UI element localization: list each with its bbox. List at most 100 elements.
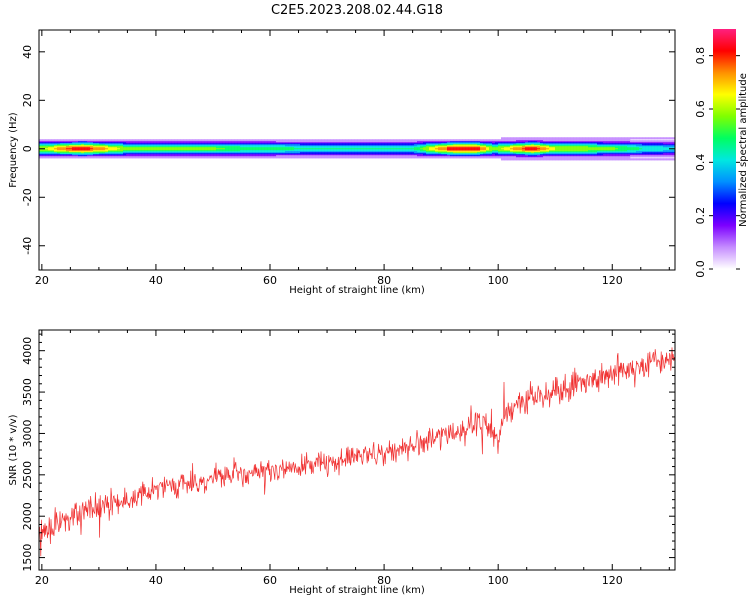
heatmap-cell <box>219 149 223 151</box>
heatmap-cell <box>138 146 142 148</box>
heatmap-cell <box>345 151 349 153</box>
heatmap-cell <box>606 143 610 145</box>
heatmap-cell <box>81 146 85 148</box>
heatmap-cell <box>408 141 412 143</box>
heatmap-cell <box>612 146 616 148</box>
heatmap-cell <box>387 151 391 153</box>
heatmap-cell <box>513 154 517 156</box>
heatmap-cell <box>171 146 175 148</box>
heatmap-cell <box>375 151 379 153</box>
heatmap-cell <box>321 146 325 148</box>
heatmap-cell <box>519 155 523 157</box>
heatmap-cell <box>519 142 523 144</box>
heatmap-cell <box>183 154 187 156</box>
heatmap-cell <box>483 153 487 155</box>
heatmap-cell <box>468 151 472 153</box>
heatmap-cell <box>312 140 316 142</box>
heatmap-cell <box>387 155 391 157</box>
heatmap-cell <box>657 151 661 153</box>
heatmap-cell <box>60 146 64 148</box>
heatmap-cell <box>405 157 409 159</box>
heatmap-cell <box>348 140 352 142</box>
heatmap-cell <box>573 139 577 141</box>
heatmap-cell <box>300 148 304 150</box>
heatmap-cell <box>420 141 424 143</box>
heatmap-cell <box>78 140 82 142</box>
heatmap-cell <box>300 144 304 146</box>
heatmap-cell <box>297 150 301 152</box>
heatmap-cell <box>600 153 604 155</box>
heatmap-cell <box>66 151 70 153</box>
heatmap-cell <box>384 147 388 149</box>
heatmap-cell <box>186 149 190 151</box>
heatmap-cell <box>480 155 484 157</box>
heatmap-cell <box>666 152 670 154</box>
heatmap-cell <box>480 140 484 142</box>
heatmap-cell <box>642 143 646 145</box>
heatmap-cell <box>339 143 343 145</box>
heatmap-cell <box>495 146 499 148</box>
heatmap-cell <box>387 150 391 152</box>
heatmap-cell <box>327 140 331 142</box>
heatmap-cell <box>570 149 574 151</box>
heatmap-cell <box>171 154 175 156</box>
heatmap-cell <box>633 153 637 155</box>
heatmap-cell <box>117 153 121 155</box>
heatmap-cell <box>270 146 274 148</box>
heatmap-cell <box>381 153 385 155</box>
heatmap-cell <box>402 154 406 156</box>
heatmap-cell <box>90 157 94 159</box>
heatmap-cell <box>396 141 400 143</box>
heatmap-cell <box>384 145 388 147</box>
heatmap-cell <box>336 151 340 153</box>
heatmap-cell <box>279 148 283 150</box>
heatmap-cell <box>129 148 133 150</box>
heatmap-cell <box>474 150 478 152</box>
heatmap-cell <box>462 145 466 147</box>
heatmap-cell <box>255 145 259 147</box>
heatmap-cell <box>402 152 406 154</box>
heatmap-cell <box>225 143 229 145</box>
heatmap-cell <box>672 152 675 154</box>
heatmap-cell <box>645 137 649 139</box>
heatmap-cell <box>282 153 286 155</box>
heatmap-cell <box>306 142 310 144</box>
heatmap-cell <box>561 144 565 146</box>
heatmap-cell <box>285 153 289 155</box>
heatmap-cell <box>330 156 334 158</box>
heatmap-cell <box>549 151 553 153</box>
heatmap-cell <box>423 154 427 156</box>
heatmap-cell <box>249 151 253 153</box>
heatmap-cell <box>516 142 520 144</box>
heatmap-cell <box>324 144 328 146</box>
heatmap-cell <box>594 144 598 146</box>
heatmap-cell <box>60 140 64 142</box>
heatmap-cell <box>378 147 382 149</box>
heatmap-cell <box>135 150 139 152</box>
heatmap-cell <box>420 143 424 145</box>
heatmap-cell <box>528 141 532 143</box>
heatmap-cell <box>387 141 391 143</box>
heatmap-cell <box>663 147 667 149</box>
heatmap-cell <box>381 149 385 151</box>
heatmap-cell <box>447 143 451 145</box>
heatmap-cell <box>456 149 460 151</box>
heatmap-cell <box>219 144 223 146</box>
heatmap-cell <box>591 139 595 141</box>
heatmap-cell <box>624 145 628 147</box>
heatmap-cell <box>603 149 607 151</box>
heatmap-cell <box>612 147 616 149</box>
heatmap-cell <box>609 146 613 148</box>
heatmap-cell <box>642 147 646 149</box>
heatmap-cell <box>162 151 166 153</box>
heatmap-cell <box>75 155 79 157</box>
heatmap-cell <box>591 145 595 147</box>
heatmap-cell <box>87 150 91 152</box>
heatmap-cell <box>123 144 127 146</box>
heatmap-cell <box>255 156 259 158</box>
heatmap-cell <box>585 147 589 149</box>
heatmap-cell <box>495 143 499 145</box>
heatmap-cell <box>669 158 673 160</box>
heatmap-cell <box>534 148 538 150</box>
heatmap-cell <box>621 154 625 156</box>
